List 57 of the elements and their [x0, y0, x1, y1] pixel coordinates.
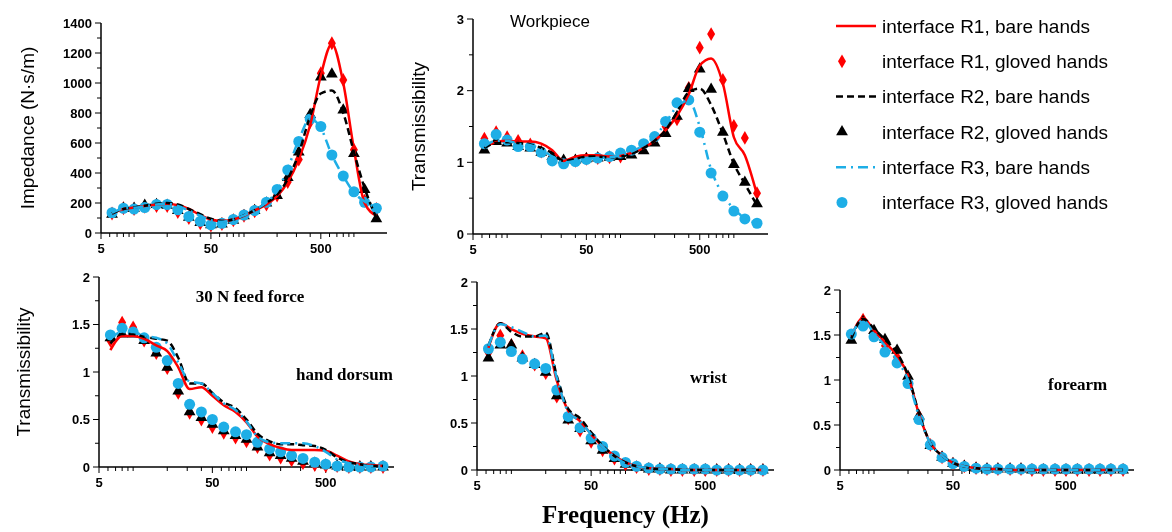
- x-tick-label: 500: [688, 242, 711, 257]
- y-tick-label: 0.5: [71, 412, 90, 428]
- x-tick-label: 5: [836, 478, 844, 493]
- x-tick-label: 500: [1055, 478, 1077, 493]
- x-tick-label: 5: [473, 478, 481, 493]
- y-tick-label: 1: [82, 364, 90, 380]
- x-axis-title: Frequency (Hz): [542, 501, 709, 529]
- annotation: wrist: [690, 368, 728, 387]
- annotation: hand dorsum: [296, 365, 393, 384]
- x-tick-label: 50: [205, 475, 220, 490]
- y-axis-title: Impedance (N·s/m): [17, 46, 38, 210]
- y-tick-label: 0: [84, 225, 92, 241]
- y-tick-label: 0: [823, 462, 831, 478]
- x-tick-label: 500: [309, 241, 332, 256]
- y-tick-label: 200: [70, 195, 92, 211]
- y-tick-label: 1000: [63, 75, 92, 91]
- y-tick-label: 0.5: [449, 415, 468, 431]
- y-tick-label: 1200: [63, 45, 92, 61]
- y-tick-label: 1: [823, 372, 831, 388]
- legend-label: interface R3, bare hands: [882, 156, 1091, 178]
- x-tick-label: 5: [97, 241, 105, 256]
- annotation: Workpiece: [510, 12, 590, 31]
- y-tick-label: 1.5: [812, 327, 831, 343]
- annotation: 30 N feed force: [195, 287, 305, 306]
- legend-label: interface R3, gloved hands: [882, 192, 1109, 214]
- legend-label: interface R1, bare hands: [882, 15, 1091, 37]
- y-tick-label: 1.5: [449, 321, 468, 337]
- x-tick-label: 50: [203, 241, 219, 256]
- x-tick-label: 5: [469, 242, 477, 257]
- y-tick-label: 2: [460, 274, 468, 290]
- y-tick-label: 0: [460, 462, 468, 478]
- annotation: forearm: [1048, 375, 1108, 394]
- x-tick-label: 50: [583, 478, 599, 493]
- legend-label: interface R2, gloved hands: [882, 121, 1109, 143]
- y-tick-label: 2: [82, 269, 90, 285]
- legend-label: interface R2, bare hands: [882, 86, 1091, 108]
- y-tick-label: 1400: [63, 15, 92, 31]
- y-tick-label: 400: [70, 165, 92, 181]
- y-axis-title: Transmissibility: [13, 306, 34, 437]
- y-tick-label: 2: [823, 282, 831, 298]
- y-tick-label: 0: [82, 459, 90, 475]
- legend-label: interface R1, gloved hands: [882, 50, 1109, 72]
- y-tick-label: 1: [460, 368, 468, 384]
- y-tick-label: 1.5: [71, 317, 90, 333]
- x-tick-label: 50: [579, 242, 594, 257]
- y-tick-label: 600: [70, 135, 92, 151]
- x-tick-label: 5: [95, 475, 103, 490]
- y-tick-label: 0.5: [812, 417, 831, 433]
- y-tick-label: 2: [456, 83, 464, 99]
- y-axis-title: Transmissibility: [408, 61, 429, 192]
- y-tick-label: 3: [456, 11, 464, 27]
- y-tick-label: 800: [70, 105, 92, 121]
- x-tick-label: 500: [694, 478, 717, 493]
- x-tick-label: 50: [945, 478, 961, 493]
- y-tick-label: 0: [456, 226, 464, 242]
- y-tick-label: 1: [456, 154, 464, 170]
- x-tick-label: 500: [314, 475, 337, 490]
